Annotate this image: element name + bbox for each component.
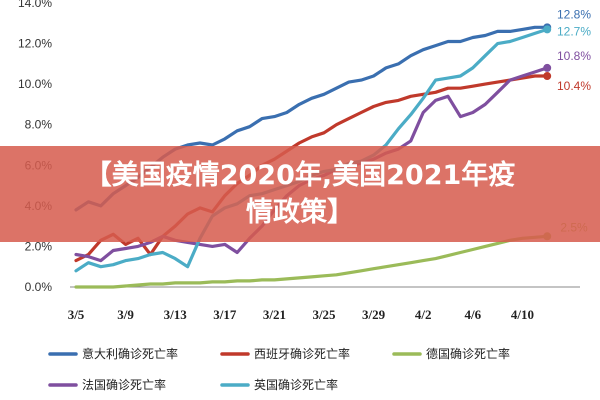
x-tick-label: 4/6 — [464, 307, 481, 322]
title-banner: 【美国疫情2020年,美国2021年疫情政策】 — [0, 146, 600, 242]
y-tick-label: 14.0% — [18, 0, 52, 10]
legend-label: 英国确诊死亡率 — [254, 377, 338, 392]
y-tick-label: 8.0% — [25, 118, 53, 132]
series-end-label: 12.7% — [557, 24, 591, 38]
series-end-label: 12.8% — [557, 7, 591, 21]
x-tick-label: 3/17 — [213, 307, 237, 322]
x-tick-label: 4/10 — [511, 307, 534, 322]
series-end-label: 10.8% — [557, 49, 591, 63]
x-axis: 3/5 3/9 3/13 3/17 3/21 3/25 3/29 4/2 4/6 4/10 — [68, 286, 580, 322]
x-tick-label: 3/29 — [362, 307, 386, 322]
series-end-point — [543, 72, 552, 81]
banner-title: 【美国疫情2020年,美国2021年疫情政策】 — [84, 160, 516, 228]
legend-label: 法国确诊死亡率 — [82, 377, 166, 392]
x-tick-label: 3/21 — [263, 307, 286, 322]
y-tick-label: 0.0% — [25, 280, 53, 294]
y-tick-label: 2.0% — [25, 239, 53, 253]
series-end-point — [543, 25, 552, 34]
x-tick-label: 3/9 — [117, 307, 134, 322]
y-tick-label: 12.0% — [18, 37, 52, 51]
y-tick-label: 10.0% — [18, 77, 52, 91]
legend-label: 德国确诊死亡率 — [426, 346, 510, 361]
series-end-label: 10.4% — [557, 79, 591, 93]
series-line — [74, 234, 549, 289]
legend-label: 意大利确诊死亡率 — [82, 346, 178, 361]
series-end-point — [543, 63, 552, 72]
x-tick-label: 4/2 — [415, 307, 432, 322]
legend-label: 西班牙确诊死亡率 — [254, 346, 350, 361]
x-tick-label: 3/25 — [312, 307, 336, 322]
x-tick-label: 3/13 — [164, 307, 188, 322]
series-line — [74, 74, 549, 263]
x-tick-label: 3/5 — [68, 307, 85, 322]
